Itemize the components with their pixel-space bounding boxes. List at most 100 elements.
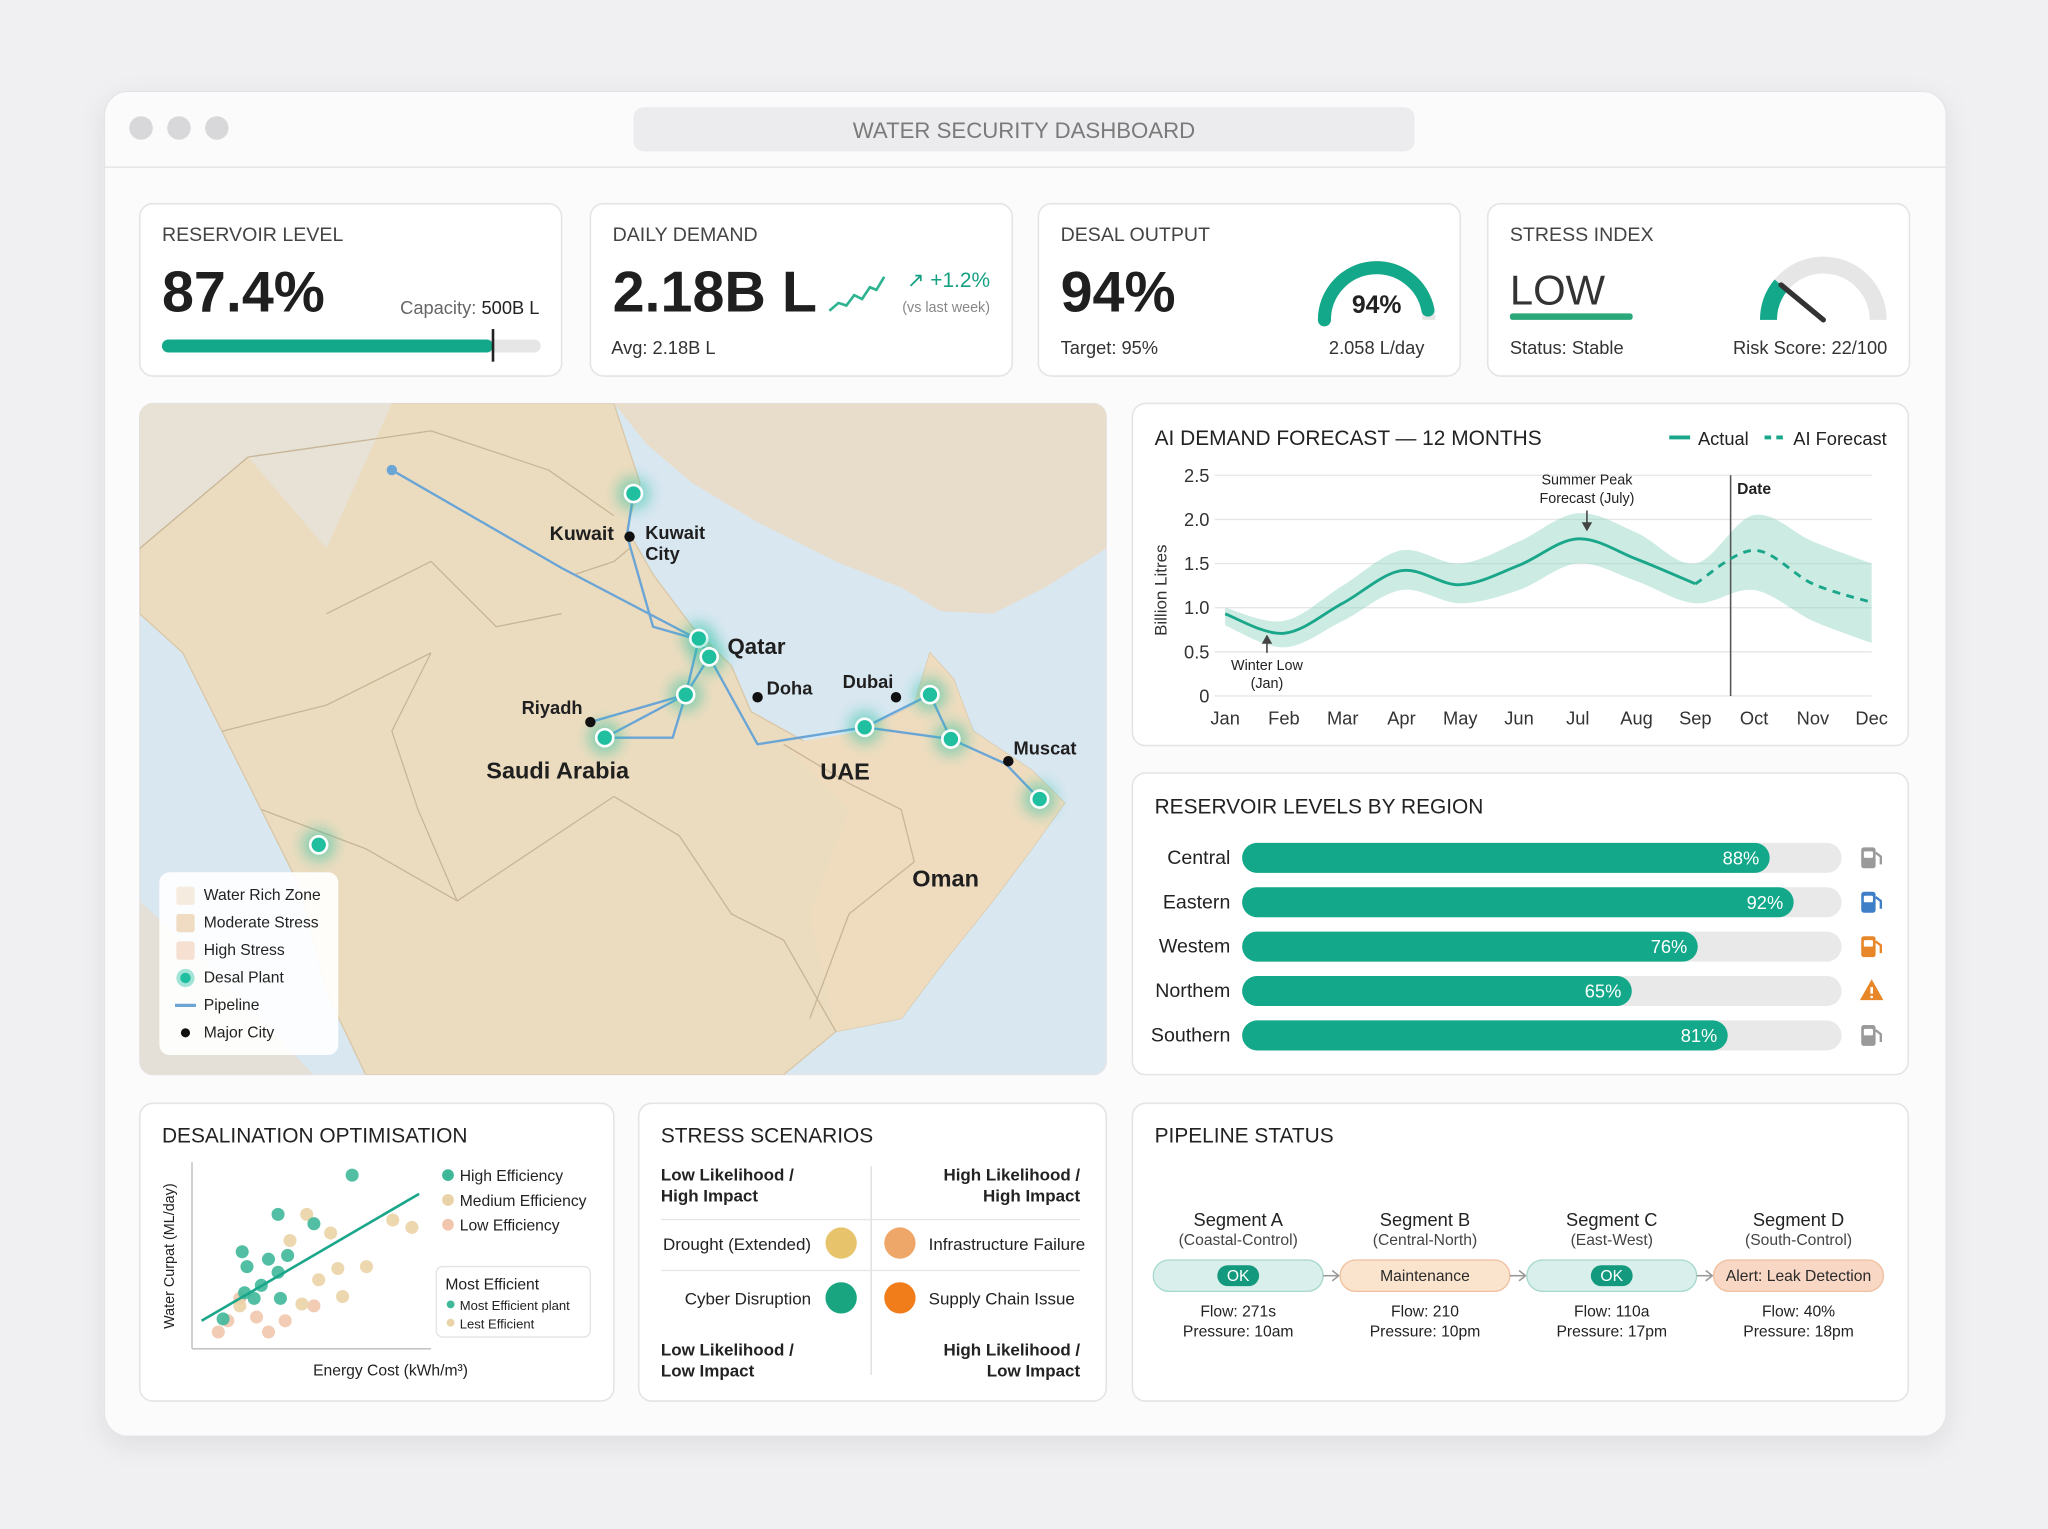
scatter-point bbox=[307, 1299, 321, 1313]
inset-box bbox=[435, 1265, 592, 1338]
scatter-point bbox=[278, 1314, 292, 1328]
annotation: Summer Peak bbox=[1541, 473, 1633, 489]
quadrant-label: Low Likelihood / bbox=[661, 1166, 794, 1185]
status-text: OK bbox=[1600, 1268, 1623, 1285]
quadrant-label: High Impact bbox=[983, 1187, 1080, 1206]
trend-line bbox=[200, 1192, 420, 1322]
inset-swatch bbox=[446, 1318, 455, 1327]
bar bbox=[1242, 976, 1632, 1007]
legend-swatch bbox=[180, 972, 191, 984]
scenario-marker bbox=[825, 1227, 857, 1259]
map-legend bbox=[159, 872, 339, 1056]
pump-icon-window bbox=[1863, 940, 1873, 947]
x-tick-label: Jun bbox=[1504, 708, 1533, 729]
x-tick-label: Jul bbox=[1566, 708, 1589, 729]
legend-swatch bbox=[176, 886, 195, 905]
map-label: UAE bbox=[820, 759, 870, 785]
scatter-point bbox=[233, 1299, 247, 1313]
map-label: Riyadh bbox=[522, 697, 583, 718]
border bbox=[783, 743, 915, 1019]
legend-swatch bbox=[176, 914, 195, 933]
legend-label: Water Rich Zone bbox=[204, 887, 321, 904]
map-label: Saudi Arabia bbox=[486, 757, 630, 783]
scenario-label: Drought (Extended) bbox=[663, 1235, 811, 1254]
status-text: Maintenance bbox=[1380, 1268, 1470, 1285]
annotation-arrowhead bbox=[1261, 634, 1273, 644]
pump-icon-hose bbox=[1874, 851, 1882, 865]
value-label: 88% bbox=[1723, 847, 1760, 868]
value-label: 92% bbox=[1747, 892, 1784, 913]
scatter-point bbox=[250, 1310, 264, 1324]
panel-title: PIPELINE STATUS bbox=[1155, 1124, 1334, 1147]
kpi-avg: Avg: 2.18B L bbox=[611, 337, 715, 358]
segment-route: (Central-North) bbox=[1373, 1232, 1477, 1249]
y-axis-label: Water Curpat (ML/day) bbox=[162, 1183, 178, 1328]
map-label: Kuwait bbox=[645, 522, 705, 543]
risk-label: Risk Score: 22/100 bbox=[1733, 337, 1887, 358]
inset-label: Most Efficient plant bbox=[460, 1298, 570, 1313]
kpi-value: 94% bbox=[1061, 260, 1176, 324]
legend-label: Medium Efficiency bbox=[460, 1193, 587, 1210]
scatter-point bbox=[281, 1248, 295, 1262]
segment-pressure: Pressure: 17pm bbox=[1556, 1323, 1667, 1340]
scatter-point bbox=[331, 1261, 345, 1276]
kpi-card bbox=[138, 202, 563, 377]
category-label: Northem bbox=[1155, 980, 1230, 1002]
flow-arrowhead bbox=[1705, 1269, 1714, 1282]
desal-plant bbox=[941, 729, 961, 749]
legend-swatch bbox=[180, 1028, 191, 1038]
x-tick-label: Oct bbox=[1740, 708, 1768, 729]
gauge-label: 94% bbox=[1352, 292, 1402, 319]
pipeline bbox=[625, 493, 700, 641]
chart-title: RESERVOIR LEVELS BY REGION bbox=[1155, 795, 1484, 818]
segment-pressure: Pressure: 10am bbox=[1183, 1323, 1294, 1340]
scatter-point bbox=[312, 1273, 326, 1287]
segment-flow: Flow: 271s bbox=[1200, 1304, 1276, 1321]
window-control[interactable] bbox=[129, 116, 153, 140]
flow-arrowhead bbox=[1518, 1269, 1527, 1282]
kpi-value: LOW bbox=[1510, 266, 1606, 313]
x-tick-label: May bbox=[1443, 708, 1478, 729]
capacity: Capacity: 500B L bbox=[400, 296, 539, 317]
window-control[interactable] bbox=[167, 116, 191, 140]
scatter-point bbox=[295, 1297, 309, 1311]
scatter-point bbox=[247, 1291, 261, 1305]
pipeline bbox=[391, 469, 700, 641]
scatter-point bbox=[271, 1207, 285, 1221]
x-tick-label: Aug bbox=[1620, 708, 1653, 729]
legend-swatch bbox=[442, 1218, 454, 1231]
scatter-point bbox=[324, 1226, 338, 1240]
legend-swatch bbox=[442, 1194, 454, 1206]
map-label: Qatar bbox=[728, 634, 786, 659]
x-tick-label: Nov bbox=[1797, 708, 1830, 729]
desal-plant bbox=[308, 835, 329, 855]
segment-flow: Flow: 210 bbox=[1391, 1304, 1459, 1321]
x-tick-label: Jan bbox=[1210, 708, 1239, 729]
kpi-rate: 2.058 L/day bbox=[1329, 337, 1425, 358]
x-tick-label: Mar bbox=[1327, 708, 1358, 729]
legend-label: High Efficiency bbox=[460, 1168, 563, 1185]
city bbox=[585, 716, 596, 728]
quadrant-label: High Likelihood / bbox=[943, 1341, 1080, 1360]
annotation: Date bbox=[1737, 481, 1771, 498]
segment-pressure: Pressure: 10pm bbox=[1370, 1323, 1481, 1340]
x-tick-label: Apr bbox=[1387, 708, 1415, 729]
y-tick-label: 1.5 bbox=[1184, 553, 1209, 574]
scatter-point bbox=[240, 1260, 254, 1274]
legend-label: AI Forecast bbox=[1793, 428, 1886, 449]
city bbox=[1003, 756, 1014, 767]
chart-title: AI DEMAND FORECAST — 12 MONTHS bbox=[1155, 427, 1542, 450]
quadrant-label: Low Likelihood / bbox=[661, 1341, 794, 1360]
legend-label: Actual bbox=[1698, 428, 1749, 449]
segment-name: Segment C bbox=[1566, 1209, 1657, 1230]
window-control[interactable] bbox=[205, 116, 229, 140]
segment-name: Segment B bbox=[1380, 1209, 1470, 1230]
y-tick-label: 1.0 bbox=[1184, 597, 1209, 618]
segment-route: (East-West) bbox=[1571, 1232, 1653, 1249]
segment-flow: Flow: 40% bbox=[1762, 1304, 1835, 1321]
scenario-label: Supply Chain Issue bbox=[929, 1290, 1075, 1309]
scatter-panel bbox=[138, 1102, 615, 1402]
annotation: (Jan) bbox=[1251, 676, 1284, 692]
desal-plant bbox=[699, 646, 720, 667]
